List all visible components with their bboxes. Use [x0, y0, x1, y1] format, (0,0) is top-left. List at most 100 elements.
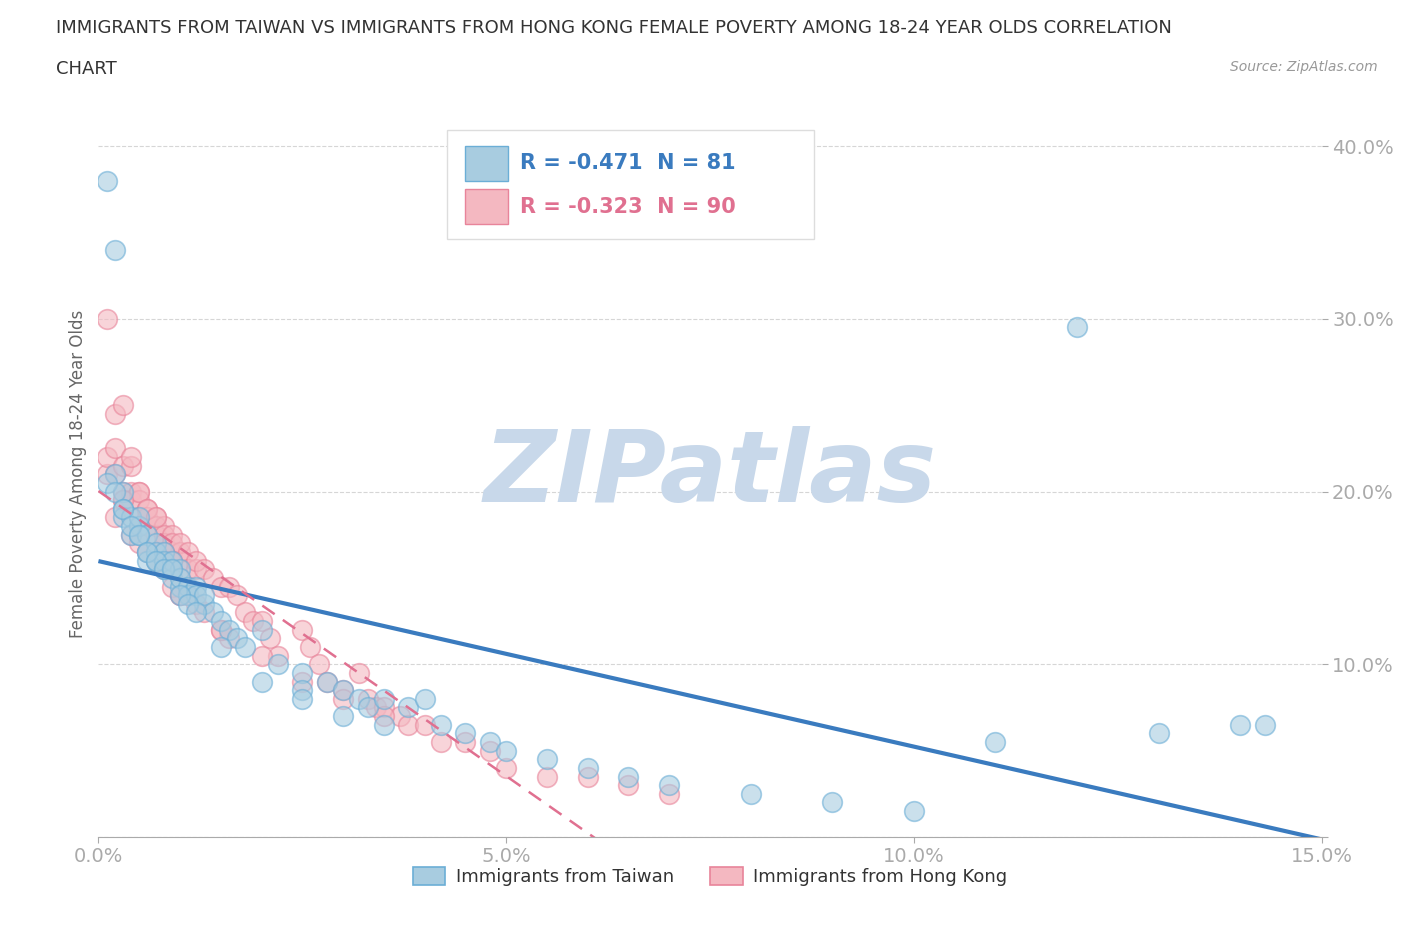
- Point: [218, 579, 240, 594]
- Point: [145, 510, 167, 525]
- Point: [267, 657, 290, 671]
- Point: [177, 579, 200, 594]
- Point: [617, 769, 640, 784]
- Point: [169, 588, 191, 603]
- Point: [332, 709, 354, 724]
- Point: [193, 562, 215, 577]
- Point: [104, 243, 127, 258]
- Point: [111, 458, 134, 473]
- Point: [145, 536, 167, 551]
- Point: [111, 501, 134, 516]
- Point: [658, 777, 681, 792]
- Point: [454, 735, 477, 750]
- Point: [193, 588, 215, 603]
- Point: [169, 588, 191, 603]
- Point: [396, 700, 419, 715]
- Point: [96, 449, 118, 464]
- Point: [349, 691, 371, 706]
- Point: [821, 795, 844, 810]
- Point: [315, 674, 337, 689]
- Point: [128, 485, 150, 499]
- Point: [120, 485, 142, 499]
- Point: [96, 475, 118, 490]
- Point: [356, 700, 378, 715]
- Point: [186, 579, 208, 594]
- Point: [169, 553, 191, 568]
- Point: [332, 683, 354, 698]
- Point: [478, 735, 501, 750]
- Point: [430, 717, 453, 732]
- Point: [291, 691, 314, 706]
- Point: [233, 605, 256, 620]
- Point: [136, 527, 159, 542]
- Point: [111, 485, 134, 499]
- Text: CHART: CHART: [56, 60, 117, 78]
- Point: [177, 588, 200, 603]
- Point: [740, 787, 762, 802]
- Point: [1229, 717, 1251, 732]
- Point: [291, 683, 314, 698]
- Point: [186, 562, 208, 577]
- Point: [160, 570, 183, 585]
- Point: [1253, 717, 1275, 732]
- Point: [128, 510, 150, 525]
- Point: [136, 545, 159, 560]
- Point: [617, 777, 640, 792]
- Point: [136, 501, 159, 516]
- Point: [169, 588, 191, 603]
- Point: [984, 735, 1007, 750]
- Point: [201, 570, 224, 585]
- Point: [186, 588, 208, 603]
- Point: [120, 449, 142, 464]
- Point: [128, 527, 150, 542]
- Point: [218, 631, 240, 645]
- Point: [160, 527, 183, 542]
- Point: [495, 761, 517, 776]
- Point: [349, 666, 371, 681]
- Point: [160, 553, 183, 568]
- Point: [396, 717, 419, 732]
- Point: [152, 536, 174, 551]
- Point: [903, 804, 925, 818]
- Point: [186, 596, 208, 611]
- Point: [242, 614, 264, 629]
- Point: [209, 622, 232, 637]
- Point: [111, 493, 134, 508]
- Point: [160, 536, 183, 551]
- Point: [478, 743, 501, 758]
- Point: [160, 562, 183, 577]
- Point: [128, 527, 150, 542]
- Point: [145, 553, 167, 568]
- Point: [299, 640, 322, 655]
- Point: [152, 545, 174, 560]
- Point: [120, 527, 142, 542]
- Point: [250, 674, 273, 689]
- Point: [373, 700, 395, 715]
- Point: [104, 467, 127, 482]
- Point: [658, 787, 681, 802]
- Point: [169, 579, 191, 594]
- Point: [136, 545, 159, 560]
- Point: [128, 510, 150, 525]
- Point: [226, 631, 249, 645]
- Point: [104, 406, 127, 421]
- Point: [209, 614, 232, 629]
- Point: [308, 657, 330, 671]
- Point: [145, 527, 167, 542]
- Point: [218, 622, 240, 637]
- Point: [104, 467, 127, 482]
- Point: [177, 588, 200, 603]
- Point: [145, 553, 167, 568]
- Point: [250, 648, 273, 663]
- Point: [267, 648, 290, 663]
- Point: [454, 726, 477, 741]
- Point: [145, 519, 167, 534]
- Point: [373, 717, 395, 732]
- Point: [104, 441, 127, 456]
- Point: [136, 510, 159, 525]
- Point: [169, 545, 191, 560]
- Point: [152, 562, 174, 577]
- FancyBboxPatch shape: [465, 189, 508, 224]
- Point: [152, 553, 174, 568]
- Text: R = -0.323  N = 90: R = -0.323 N = 90: [520, 197, 737, 218]
